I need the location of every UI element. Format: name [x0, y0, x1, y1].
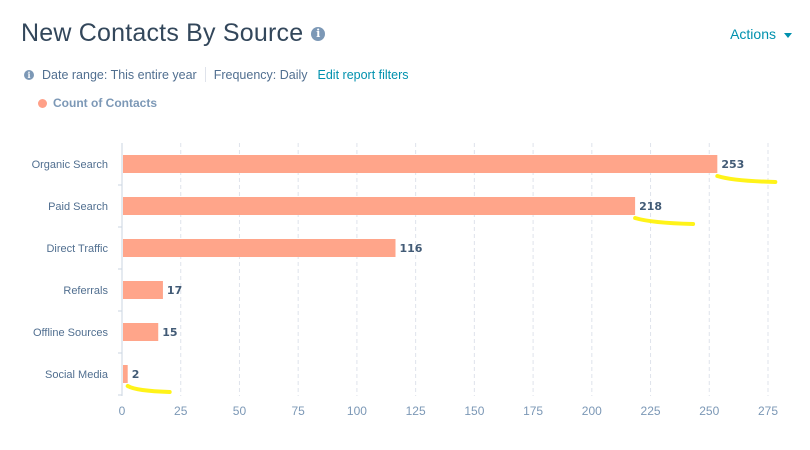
x-tick-label: 50 — [233, 404, 247, 418]
x-tick-label: 250 — [699, 404, 719, 418]
actions-dropdown[interactable]: Actions — [730, 26, 792, 42]
bar — [123, 323, 159, 341]
category-label: Offline Sources — [33, 327, 109, 339]
x-tick-label: 0 — [119, 404, 126, 418]
x-tick-label: 75 — [292, 404, 306, 418]
bar — [123, 197, 636, 215]
x-tick-label: 125 — [406, 404, 426, 418]
info-icon: i — [24, 69, 34, 80]
bar — [123, 239, 396, 257]
legend-label: Count of Contacts — [53, 96, 157, 110]
bar — [123, 365, 128, 383]
highlight-mark — [125, 384, 172, 394]
highlight-mark — [715, 174, 778, 184]
caret-down-icon — [784, 32, 792, 38]
frequency-filter: Frequency: Daily — [213, 67, 308, 82]
data-label: 15 — [162, 326, 177, 339]
date-range-filter: Date range: This entire year — [42, 67, 197, 82]
page-title: New Contacts By Source i — [21, 19, 326, 48]
bar — [123, 281, 163, 299]
x-tick-label: 225 — [641, 404, 661, 418]
legend-item[interactable]: Count of Contacts — [38, 96, 157, 110]
x-tick-label: 25 — [174, 404, 188, 418]
actions-label: Actions — [730, 26, 776, 42]
highlight-mark — [633, 216, 696, 226]
data-label: 116 — [399, 242, 422, 255]
category-label: Social Media — [45, 369, 109, 381]
category-label: Paid Search — [48, 201, 108, 213]
divider — [204, 67, 206, 82]
x-tick-label: 100 — [347, 404, 367, 418]
x-tick-label: 150 — [464, 404, 484, 418]
edit-report-filters-link[interactable]: Edit report filters — [317, 67, 409, 82]
data-label: 17 — [167, 284, 182, 297]
bar — [123, 155, 718, 173]
info-icon[interactable]: i — [311, 27, 326, 42]
category-label: Organic Search — [32, 159, 108, 171]
data-label: 218 — [639, 200, 662, 213]
category-label: Referrals — [63, 285, 108, 297]
title-text: New Contacts By Source — [21, 19, 304, 47]
x-tick-label: 175 — [523, 404, 543, 418]
x-tick-label: 275 — [758, 404, 778, 418]
x-tick-label: 200 — [582, 404, 602, 418]
data-label: 253 — [721, 158, 744, 171]
data-label: 2 — [132, 368, 140, 381]
category-label: Direct Traffic — [46, 243, 108, 255]
report-filters: i Date range: This entire year Frequency… — [24, 67, 409, 82]
legend-swatch — [38, 98, 47, 108]
